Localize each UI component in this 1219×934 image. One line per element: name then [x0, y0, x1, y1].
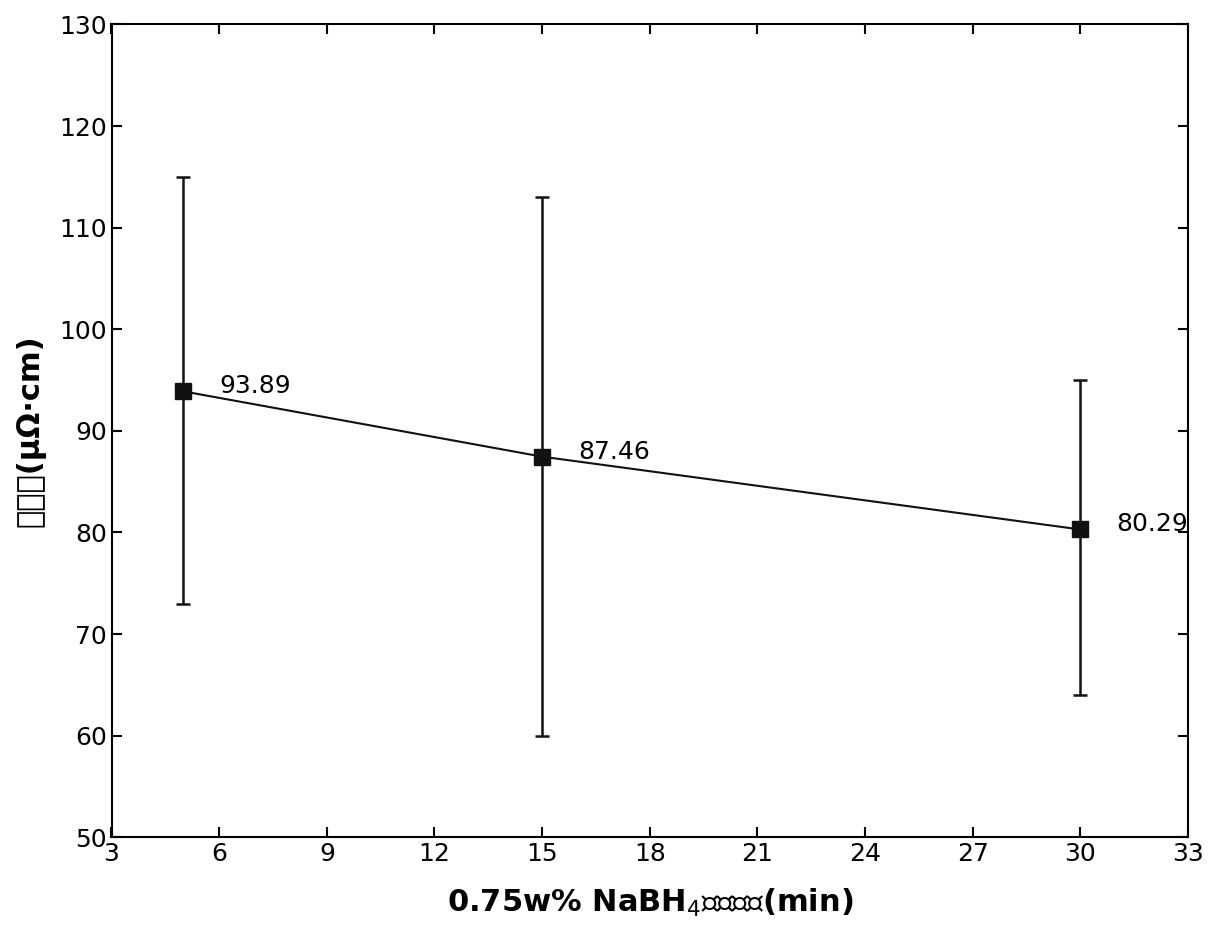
Y-axis label: 电阻率(μΩ·cm): 电阻率(μΩ·cm) — [15, 334, 45, 527]
Text: 80.29: 80.29 — [1117, 513, 1189, 536]
X-axis label: 0.75w% NaBH$_{4}$浸泡时间(min): 0.75w% NaBH$_{4}$浸泡时间(min) — [446, 887, 853, 919]
Text: 93.89: 93.89 — [219, 375, 291, 398]
Text: 87.46: 87.46 — [578, 440, 650, 463]
